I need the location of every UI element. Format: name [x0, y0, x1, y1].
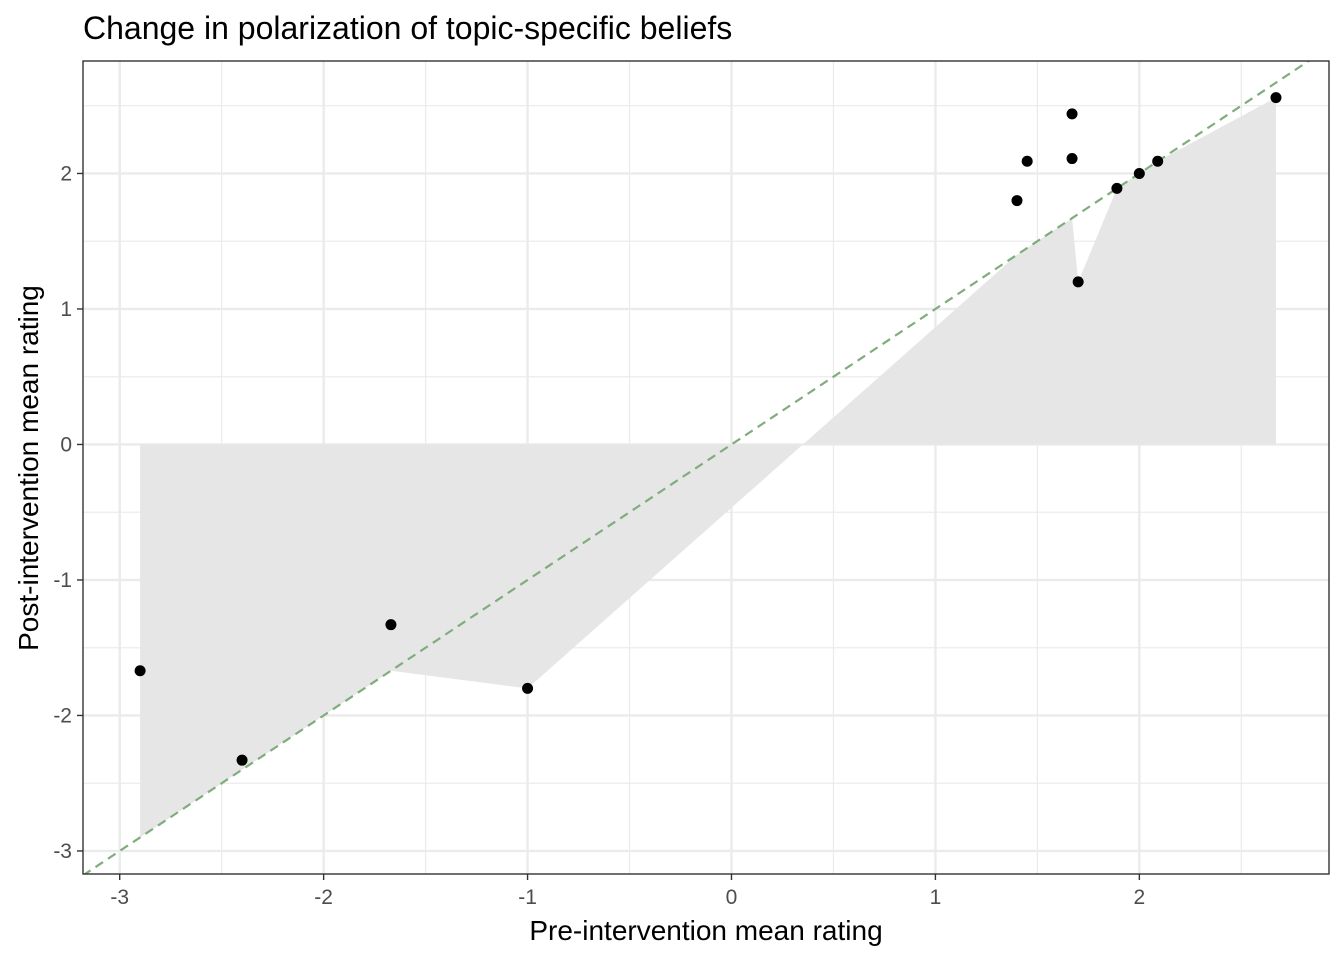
- data-point: [1066, 153, 1078, 165]
- x-tick-label: -1: [518, 886, 537, 909]
- chart-title: Change in polarization of topic-specific…: [83, 10, 732, 46]
- y-tick-label: 1: [60, 298, 72, 321]
- x-tick-label: 0: [726, 886, 738, 909]
- data-point: [1066, 108, 1078, 120]
- y-tick-label: 0: [60, 433, 72, 456]
- x-tick-label: -2: [314, 886, 333, 909]
- y-tick-label: -3: [53, 840, 72, 863]
- x-axis-title: Pre-intervention mean rating: [529, 915, 882, 946]
- y-axis-title: Post-intervention mean rating: [13, 285, 44, 651]
- data-point: [134, 665, 146, 677]
- data-point: [1152, 155, 1164, 167]
- shaded-area: [140, 97, 1277, 838]
- data-points: [134, 92, 1282, 766]
- x-axis: -3 -2 -1 0 1 2: [110, 874, 1145, 909]
- x-tick-label: 2: [1134, 886, 1146, 909]
- data-point: [385, 619, 397, 631]
- panel-border: [82, 60, 1330, 875]
- data-point: [1133, 167, 1145, 179]
- y-tick-label: -2: [53, 704, 72, 727]
- data-point: [1111, 182, 1123, 194]
- y-tick-label: 2: [60, 162, 72, 185]
- panel-border-group: [82, 60, 1330, 875]
- x-tick-label: 1: [930, 886, 942, 909]
- data-point: [1072, 276, 1084, 288]
- data-point: [1270, 92, 1282, 104]
- shaded-region: [140, 97, 1277, 838]
- data-point: [522, 682, 534, 694]
- x-tick-label: -3: [110, 886, 129, 909]
- y-tick-label: -1: [53, 569, 72, 592]
- data-point: [1021, 155, 1033, 167]
- data-point: [1011, 195, 1023, 207]
- y-axis: -3 -2 -1 0 1 2: [53, 162, 83, 863]
- data-point: [236, 754, 248, 766]
